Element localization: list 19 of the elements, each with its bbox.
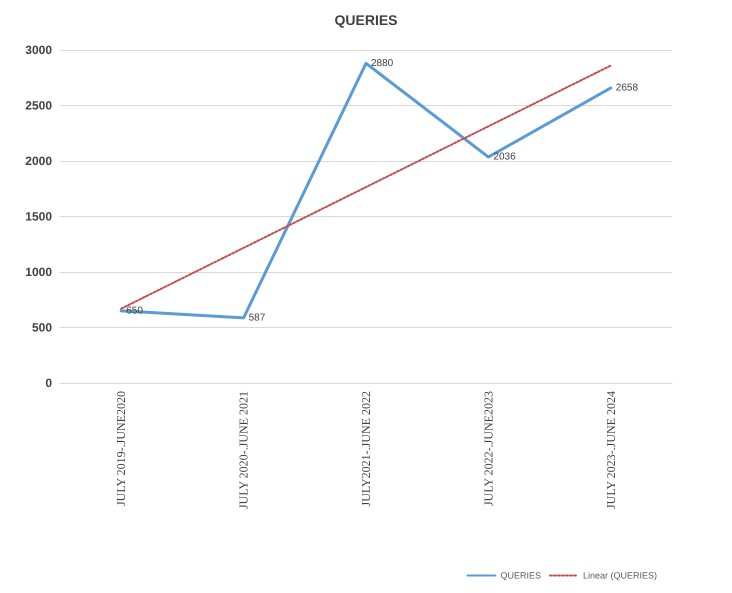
y-tick-label: 3000 [25,43,52,57]
x-tick-label: JULY 2023-.JUNE 2024 [604,391,618,510]
y-tick-label: 1000 [25,265,52,279]
y-tick-label: 0 [45,376,52,390]
y-tick-label: 2000 [25,154,52,168]
legend-label: QUERIES [500,570,541,580]
data-label: 2880 [371,58,394,69]
x-tick-label: JULY 2019-.JUNE2020 [114,391,128,506]
y-tick-label: 2500 [25,98,52,112]
x-tick-label: JULY2021-.JUNE 2022 [359,391,373,506]
y-tick-label: 1500 [25,210,52,224]
chart-title: QUERIES [334,12,398,28]
x-tick-label: JULY 2022-.JUNE2023 [481,391,496,506]
data-label: 2658 [616,82,638,94]
data-label: 587 [248,312,266,324]
data-label: 2036 [493,152,516,163]
y-tick-label: 500 [32,320,52,334]
x-tick-label: JULY 2020-.JUNE 2021 [236,391,251,510]
legend-label: Linear (QUERIES) [582,570,658,580]
